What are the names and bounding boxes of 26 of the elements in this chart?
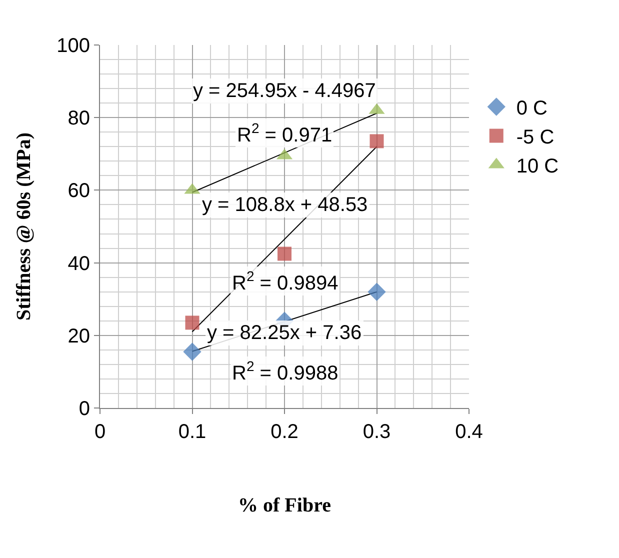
x-axis-title: % of Fibre <box>238 494 332 516</box>
legend-label: 10 C <box>516 156 559 178</box>
y-tick-label: 40 <box>68 252 90 275</box>
x-tick-label: 0.1 <box>178 421 206 443</box>
legend-label: -5 C <box>516 126 554 149</box>
x-tick-label: 0.2 <box>270 421 298 443</box>
point <box>183 342 202 361</box>
annotation: R$^{2}$ = 0.9988 <box>232 358 338 384</box>
annotation: y = 82.25x + 7.36 <box>207 322 362 344</box>
point <box>368 282 386 301</box>
point <box>278 246 292 261</box>
point <box>185 316 200 330</box>
y-tick-label: 60 <box>68 180 90 202</box>
y-tick-label: 80 <box>68 108 90 130</box>
annotation: R$^{2}$ = 0.971 <box>237 120 332 146</box>
annotation: y = 108.8x + 48.53 <box>202 194 368 216</box>
y-tick-label: 100 <box>56 35 90 57</box>
x-tick-label: 0.4 <box>455 421 483 443</box>
annotation: y = 254.95x - 4.4967 <box>193 80 376 102</box>
y-axis-title: Stiffness @ 60s (MPa) <box>13 132 36 321</box>
y-tick-label: 0 <box>78 398 90 420</box>
annotation: R$^{2}$ = 0.9894 <box>232 268 338 294</box>
y-tick-label: 20 <box>68 325 90 348</box>
x-tick-label: 0.3 <box>362 421 391 443</box>
legend-label: 0 C <box>516 98 548 120</box>
x-tick-label: 0 <box>94 421 106 443</box>
